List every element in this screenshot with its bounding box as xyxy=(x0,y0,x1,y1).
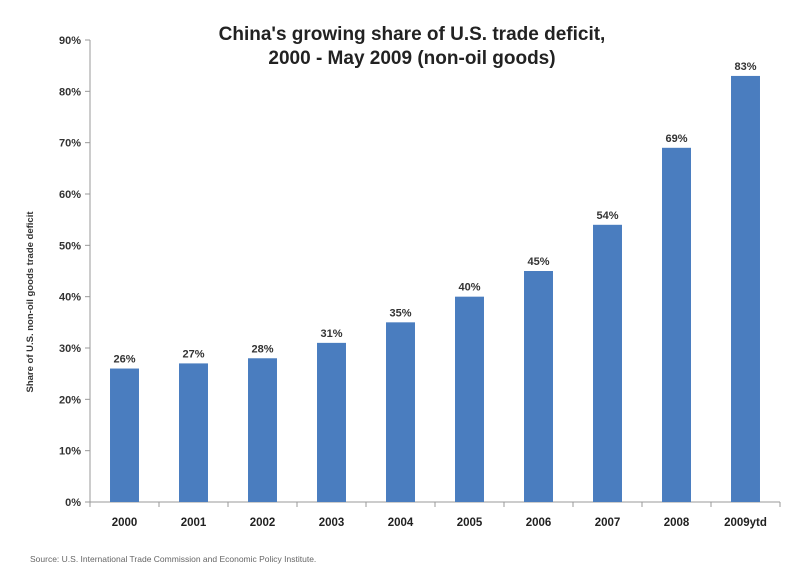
data-label: 28% xyxy=(251,343,273,355)
y-axis-label-group: Share of U.S. non-oil goods trade defici… xyxy=(25,211,36,393)
bar xyxy=(179,363,208,502)
x-tick-label: 2003 xyxy=(319,517,345,529)
x-axis-ticks: 2000 2001 2002 2003 2004 2005 2006 2007 2008 2009… xyxy=(89,502,781,529)
data-label: 35% xyxy=(389,307,411,319)
data-label: 27% xyxy=(182,348,204,360)
source-note: Source: U.S. International Trade Commiss… xyxy=(30,554,316,564)
data-label: 40% xyxy=(458,282,480,294)
chart-title-line-2: 2000 - May 2009 (non-oil goods) xyxy=(268,48,555,69)
y-tick-label: 30% xyxy=(59,343,81,355)
bar xyxy=(593,224,622,503)
y-tick-label: 0% xyxy=(65,497,81,509)
data-label: 26% xyxy=(113,354,135,366)
x-tick-label: 2009ytd xyxy=(724,517,767,529)
bar xyxy=(248,358,277,502)
data-labels: 26% 27% 28% 31% 35% 40% 45% 54% 69% 83% xyxy=(113,61,756,366)
bar xyxy=(317,342,346,502)
bar xyxy=(455,296,484,502)
data-label: 45% xyxy=(527,256,549,268)
bar xyxy=(524,271,553,502)
x-tick-label: 2004 xyxy=(388,517,414,529)
chart-title-line-1: China's growing share of U.S. trade defi… xyxy=(219,24,606,45)
bar xyxy=(110,368,139,502)
y-tick-label: 40% xyxy=(59,292,81,304)
y-tick-label: 20% xyxy=(59,394,81,406)
y-axis-ticks: 0% 10% 20% 30% 40% 50% 60% 70% 80% 90% xyxy=(59,35,90,509)
data-label: 69% xyxy=(665,133,687,145)
x-tick-label: 2007 xyxy=(595,517,621,529)
x-tick-label: 2001 xyxy=(181,517,207,529)
y-tick-label: 10% xyxy=(59,446,81,458)
y-tick-label: 70% xyxy=(59,138,81,150)
data-label: 54% xyxy=(596,210,618,222)
y-axis-label: Share of U.S. non-oil goods trade defici… xyxy=(25,211,36,393)
y-tick-label: 90% xyxy=(59,35,81,47)
x-tick-label: 2005 xyxy=(457,517,483,529)
x-tick-label: 2008 xyxy=(664,517,690,529)
x-tick-label: 2000 xyxy=(112,517,138,529)
x-tick-label: 2002 xyxy=(250,517,276,529)
x-tick-label: 2006 xyxy=(526,517,552,529)
y-tick-label: 80% xyxy=(59,86,81,98)
bar xyxy=(386,322,415,502)
bar xyxy=(662,147,691,503)
bar-series xyxy=(110,75,760,503)
data-label: 31% xyxy=(320,328,342,340)
y-tick-label: 50% xyxy=(59,240,81,252)
y-tick-label: 60% xyxy=(59,189,81,201)
data-label: 83% xyxy=(734,61,756,73)
bar xyxy=(731,75,760,502)
